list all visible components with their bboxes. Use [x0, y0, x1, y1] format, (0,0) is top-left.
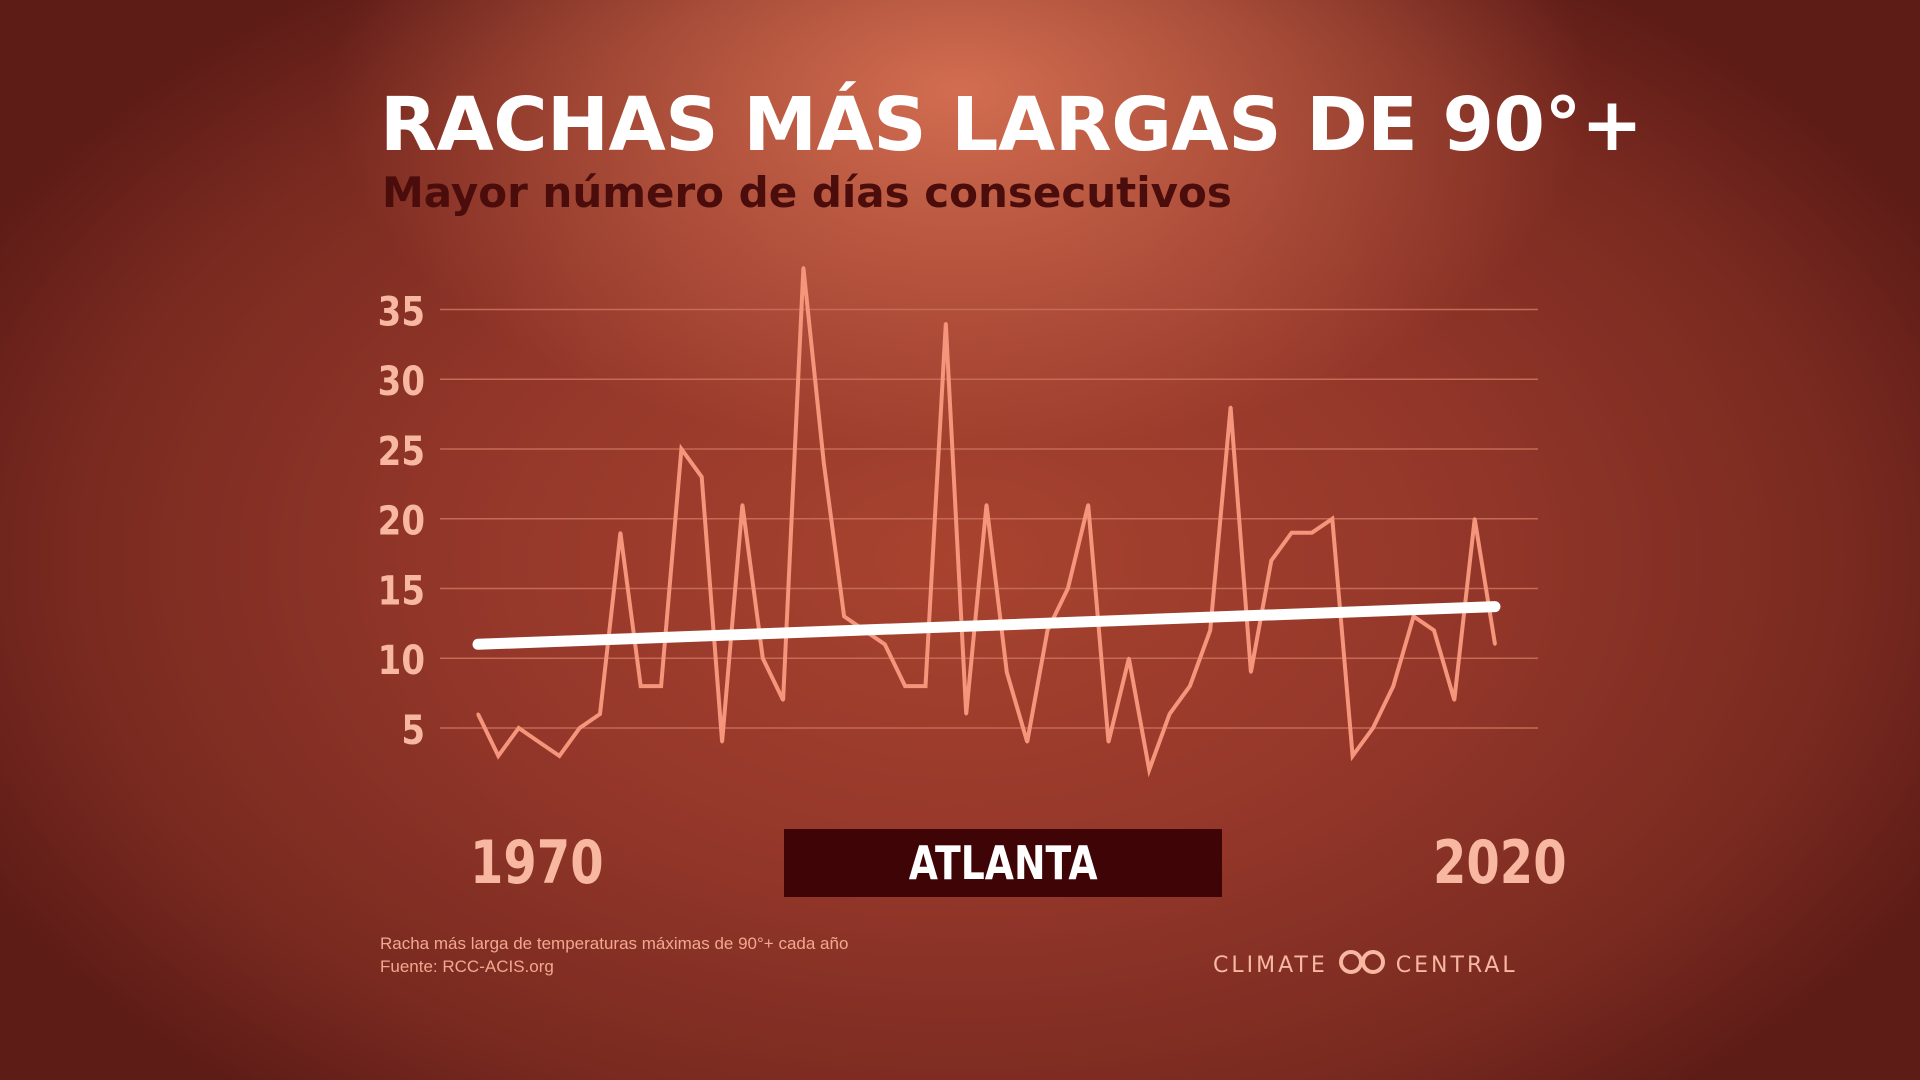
data-point-1971 [496, 754, 500, 758]
data-point-1990 [883, 642, 887, 646]
data-point-2016 [1412, 614, 1416, 618]
data-point-2002 [1127, 656, 1131, 660]
x-tick-label-start: 1970 [470, 828, 604, 898]
y-tick-label-25: 25 [378, 428, 425, 474]
brand-left-text: CLIMATE [1213, 952, 1328, 978]
data-point-2017 [1432, 628, 1436, 632]
data-point-1987 [822, 461, 826, 465]
data-point-1976 [598, 712, 602, 716]
data-point-2014 [1371, 726, 1375, 730]
data-point-1999 [1066, 587, 1070, 590]
data-point-2003 [1147, 768, 1151, 772]
data-point-1977 [618, 531, 622, 535]
data-point-1974 [557, 754, 561, 758]
data-point-1970 [476, 712, 480, 716]
city-label: ATLANTA [908, 836, 1098, 890]
x-tick-label-end: 2020 [1433, 828, 1567, 898]
data-point-1978 [639, 684, 643, 688]
data-point-1998 [1046, 628, 1050, 632]
y-tick-label-35: 35 [378, 289, 425, 335]
data-point-2013 [1351, 754, 1355, 758]
data-point-2020 [1493, 642, 1497, 646]
data-point-2018 [1452, 698, 1456, 702]
data-point-2015 [1391, 684, 1395, 688]
chart-subtitle: Mayor número de días consecutivos [382, 168, 1232, 217]
trend-layer [472, 601, 1501, 650]
data-point-2012 [1330, 517, 1334, 521]
trend-line [472, 601, 1501, 650]
data-point-1980 [679, 447, 683, 451]
data-point-1995 [985, 503, 988, 507]
data-point-1973 [537, 740, 541, 744]
y-tick-label-5: 5 [401, 707, 425, 753]
chart-title: RACHAS MÁS LARGAS DE 90°+ [380, 82, 1643, 168]
data-point-1975 [578, 726, 582, 730]
data-point-1993 [944, 321, 948, 325]
data-point-2006 [1208, 628, 1212, 632]
data-point-1996 [1005, 670, 1009, 674]
data-point-1972 [517, 726, 521, 730]
data-point-2010 [1290, 531, 1294, 535]
y-axis-ticks: 5 10 15 20 25 30 35 [378, 289, 425, 754]
climate-central-logo-icon [1336, 949, 1388, 981]
y-tick-label-15: 15 [378, 568, 425, 614]
data-point-1997 [1025, 740, 1029, 744]
data-point-1986 [801, 266, 805, 270]
y-tick-label-20: 20 [378, 498, 425, 544]
data-point-1994 [964, 712, 968, 716]
data-point-2001 [1107, 740, 1111, 744]
data-point-2008 [1249, 670, 1253, 674]
brand-logo: CLIMATE CENTRAL [1213, 950, 1518, 980]
brand-right-text: CENTRAL [1395, 952, 1518, 978]
data-point-2005 [1188, 684, 1192, 688]
data-point-1982 [720, 740, 724, 744]
y-tick-label-10: 10 [378, 638, 425, 684]
data-point-2000 [1086, 503, 1090, 507]
data-point-1984 [761, 656, 765, 660]
city-label-box: ATLANTA [784, 829, 1222, 897]
data-point-2007 [1229, 405, 1233, 409]
series-layer [476, 266, 1497, 778]
footnote: Racha más larga de temperaturas máximas … [380, 934, 849, 953]
data-point-1985 [781, 698, 785, 702]
data-point-2019 [1473, 517, 1477, 521]
y-tick-label-30: 30 [378, 359, 425, 405]
data-point-1991 [903, 684, 907, 688]
source-note: Fuente: RCC-ACIS.org [380, 957, 554, 976]
data-point-2004 [1168, 712, 1172, 716]
data-point-2011 [1310, 531, 1314, 535]
gridlines [440, 308, 1538, 729]
data-point-1981 [700, 475, 704, 479]
data-point-1988 [842, 614, 846, 618]
data-point-1992 [923, 684, 927, 688]
data-point-1979 [659, 684, 663, 688]
data-point-1983 [740, 503, 744, 507]
data-point-2009 [1269, 559, 1273, 563]
